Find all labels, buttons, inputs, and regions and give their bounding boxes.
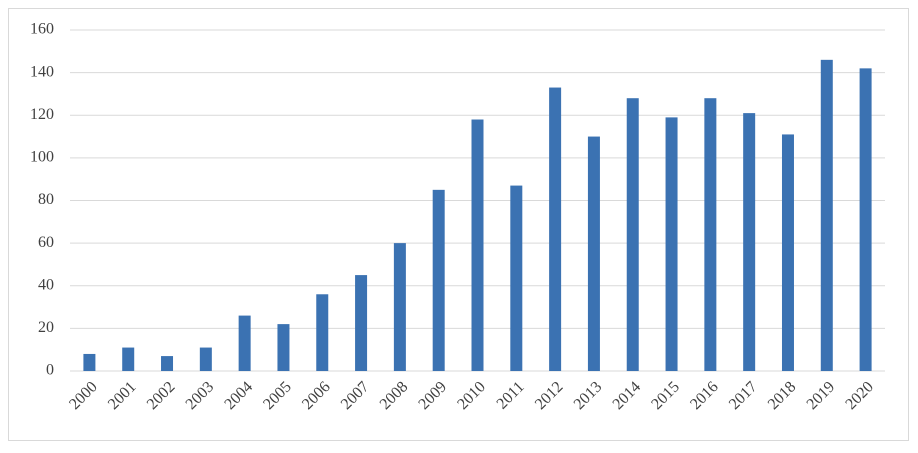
bar <box>820 59 833 372</box>
y-tick-label: 100 <box>30 149 54 166</box>
bar <box>549 87 562 371</box>
y-tick-label: 60 <box>38 234 54 251</box>
bar <box>665 117 678 371</box>
bar <box>626 98 639 371</box>
bar <box>510 185 523 371</box>
bar <box>743 113 756 372</box>
y-tick-label: 20 <box>38 319 54 336</box>
bar <box>393 243 406 371</box>
bar <box>238 315 251 371</box>
y-tick-label: 0 <box>46 362 54 379</box>
bar <box>122 347 135 371</box>
bar <box>432 189 445 371</box>
bar <box>316 294 329 371</box>
bar <box>587 136 600 371</box>
bar <box>781 134 794 371</box>
bar <box>471 119 484 371</box>
y-tick-label: 120 <box>30 106 54 123</box>
y-tick-label: 40 <box>38 276 54 293</box>
bar <box>277 324 290 371</box>
chart-border <box>8 8 909 441</box>
bar <box>161 356 174 371</box>
bar <box>83 353 96 371</box>
bar <box>355 275 368 371</box>
y-tick-label: 160 <box>30 21 54 38</box>
bar <box>704 98 717 371</box>
bar <box>859 68 872 372</box>
y-tick-label: 80 <box>38 191 54 208</box>
y-tick-label: 140 <box>30 63 54 80</box>
bar <box>199 347 212 371</box>
